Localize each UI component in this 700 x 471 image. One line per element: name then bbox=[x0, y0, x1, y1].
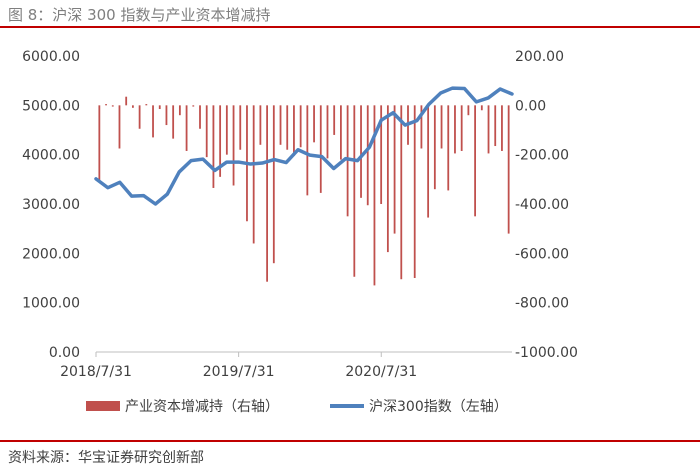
bar bbox=[158, 105, 161, 110]
bar bbox=[386, 105, 389, 253]
legend: 产业资本增减持（右轴） 沪深300指数（左轴） bbox=[86, 399, 508, 415]
bar bbox=[199, 105, 201, 129]
bar bbox=[487, 105, 490, 154]
bar-series bbox=[98, 96, 510, 286]
bar bbox=[266, 105, 268, 282]
bar bbox=[313, 105, 315, 143]
x-ticks bbox=[95, 352, 382, 357]
right-axis-tick-label: -200.00 bbox=[515, 148, 569, 164]
chart: 6000.00 5000.00 4000.00 3000.00 2000.00 1000.… bbox=[22, 49, 578, 415]
bar bbox=[172, 105, 175, 139]
bar bbox=[433, 105, 436, 190]
bar bbox=[447, 105, 450, 191]
bar bbox=[293, 105, 295, 156]
bar bbox=[440, 105, 443, 149]
bar bbox=[165, 105, 168, 126]
right-axis-tick-label: -600.00 bbox=[515, 246, 569, 262]
bar bbox=[393, 105, 396, 234]
bar bbox=[420, 105, 423, 149]
right-axis-labels: 200.00 0.00 -200.00 -400.00 -600.00 -800.00 -1… bbox=[515, 49, 578, 361]
figure-title: 图 8：沪深 300 指数与产业资本增减持 bbox=[8, 6, 271, 24]
bar bbox=[480, 105, 483, 111]
bar bbox=[111, 105, 114, 107]
bar bbox=[132, 105, 134, 108]
source-note: 资料来源：华宝证券研究创新部 bbox=[8, 450, 204, 466]
bar bbox=[219, 105, 222, 177]
bar bbox=[400, 105, 403, 280]
bar bbox=[232, 105, 235, 186]
right-axis-tick-label: -1000.00 bbox=[515, 345, 578, 361]
bar bbox=[105, 104, 107, 106]
bar bbox=[98, 105, 101, 181]
bar bbox=[299, 105, 302, 148]
bar bbox=[413, 105, 416, 278]
left-axis-tick-label: 4000.00 bbox=[22, 148, 80, 164]
bar bbox=[259, 105, 262, 145]
bar bbox=[205, 105, 208, 158]
bar bbox=[319, 105, 322, 193]
bar bbox=[380, 105, 383, 204]
bar bbox=[118, 105, 121, 149]
left-axis-tick-label: 0.00 bbox=[49, 345, 80, 361]
left-axis-tick-label: 2000.00 bbox=[22, 246, 80, 262]
bar bbox=[460, 105, 463, 151]
bar bbox=[507, 105, 510, 234]
index-line bbox=[94, 86, 514, 206]
bar bbox=[145, 104, 148, 106]
right-axis-tick-label: 200.00 bbox=[515, 49, 564, 65]
x-axis-tick-label: 2020/7/31 bbox=[345, 364, 417, 380]
bar bbox=[333, 105, 336, 135]
bar bbox=[366, 105, 369, 206]
x-axis-tick-label: 2019/7/31 bbox=[203, 364, 275, 380]
legend-line-label: 沪深300指数（左轴） bbox=[369, 399, 508, 415]
bar bbox=[239, 105, 242, 150]
bar bbox=[178, 105, 181, 116]
left-axis-tick-label: 1000.00 bbox=[22, 296, 80, 312]
legend-bar-swatch bbox=[86, 401, 120, 411]
bar bbox=[152, 105, 154, 138]
bar bbox=[326, 105, 329, 159]
bar bbox=[252, 105, 255, 244]
bar bbox=[353, 105, 356, 277]
left-axis-tick-label: 5000.00 bbox=[22, 98, 80, 114]
bar bbox=[286, 105, 289, 150]
bar bbox=[494, 105, 497, 147]
x-axis-tick-label: 2018/7/31 bbox=[60, 364, 132, 380]
bar bbox=[467, 105, 470, 116]
right-axis-tick-label: -400.00 bbox=[515, 197, 569, 213]
legend-bar-label: 产业资本增减持（右轴） bbox=[125, 399, 279, 415]
bar bbox=[360, 105, 362, 198]
bar bbox=[225, 105, 228, 155]
bar bbox=[346, 105, 349, 217]
bar bbox=[373, 105, 376, 286]
bar bbox=[185, 105, 188, 151]
bar bbox=[279, 105, 282, 145]
left-axis-labels: 6000.00 5000.00 4000.00 3000.00 2000.00 1000.… bbox=[22, 49, 80, 361]
right-axis-tick-label: 0.00 bbox=[515, 98, 546, 114]
bar bbox=[212, 105, 215, 188]
bar bbox=[272, 105, 275, 264]
bar bbox=[427, 105, 430, 218]
bar bbox=[474, 105, 476, 217]
top-rule bbox=[0, 26, 700, 28]
left-axis-tick-label: 3000.00 bbox=[22, 197, 80, 213]
bar bbox=[125, 96, 128, 106]
x-axis-labels: 2018/7/31 2019/7/31 2020/7/31 bbox=[60, 364, 417, 380]
bar bbox=[192, 105, 195, 107]
bar bbox=[454, 105, 456, 154]
bar bbox=[138, 105, 141, 129]
bar bbox=[340, 105, 342, 160]
bottom-rule bbox=[0, 440, 700, 442]
left-axis-tick-label: 6000.00 bbox=[22, 49, 80, 65]
bar bbox=[306, 105, 309, 196]
right-axis-tick-label: -800.00 bbox=[515, 296, 569, 312]
bar bbox=[501, 105, 503, 151]
